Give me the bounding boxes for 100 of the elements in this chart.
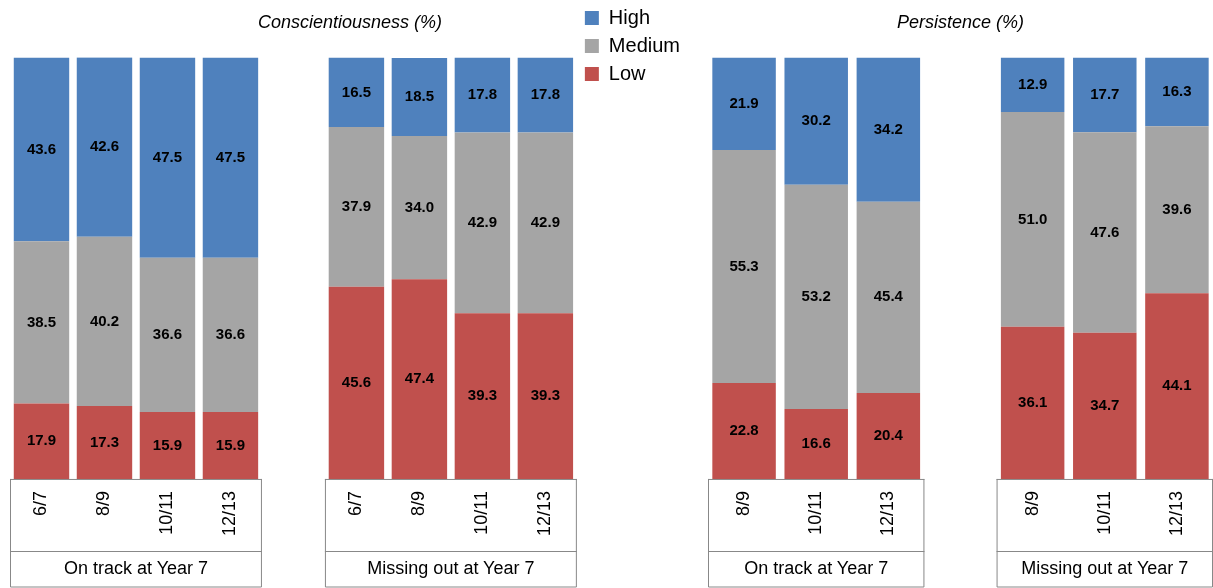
data-label: 36.6	[215, 324, 246, 342]
x-tick-label: 10/11	[805, 490, 826, 535]
bar	[517, 57, 574, 133]
data-label: 47.5	[152, 147, 183, 165]
bar	[1073, 132, 1137, 333]
data-label: 53.2	[801, 287, 831, 305]
data-label: 38.5	[26, 312, 57, 330]
text: Missing out at Year 7	[1021, 557, 1189, 578]
data-label: 22.8	[729, 421, 759, 439]
x-tick-label: 8/9	[733, 490, 754, 516]
data-label: 17.8	[530, 85, 560, 103]
x-tick-label: 12/13	[1165, 490, 1186, 536]
bar	[856, 201, 921, 393]
legend-label: High	[608, 5, 651, 28]
data-label: 34.2	[873, 119, 903, 137]
data-label: 42.9	[530, 213, 560, 231]
bar	[202, 411, 259, 479]
data-label: 40.2	[89, 311, 120, 329]
chart-title: Conscientiousness (%)	[257, 11, 443, 32]
bar	[784, 184, 848, 410]
data-label: 47.6	[1090, 222, 1120, 240]
bar	[856, 57, 921, 202]
data-label: 18.5	[404, 87, 435, 105]
data-label: 30.2	[801, 111, 831, 129]
data-label: 17.7	[1090, 85, 1120, 103]
bar	[856, 393, 921, 479]
bar	[328, 127, 385, 287]
data-label: 39.6	[1162, 199, 1192, 217]
data-label: 42.6	[89, 137, 120, 155]
bar	[712, 382, 776, 479]
bar	[1145, 293, 1209, 479]
x-tick-label: 12/13	[877, 490, 898, 536]
bar	[202, 257, 259, 412]
data-label: 15.9	[215, 435, 246, 453]
data-label: 43.6	[26, 139, 57, 157]
data-label: 47.4	[404, 369, 435, 387]
text: Missing out at Year 7	[367, 557, 535, 578]
data-label: 16.6	[801, 434, 831, 452]
bar	[1145, 126, 1209, 294]
bar	[1073, 57, 1137, 133]
data-label: 17.8	[467, 85, 497, 103]
bar	[712, 149, 776, 383]
data-label: 45.4	[873, 287, 904, 305]
bar	[139, 57, 196, 258]
data-label: 37.9	[341, 197, 372, 215]
bar	[139, 257, 196, 412]
data-label: 36.6	[152, 324, 183, 342]
bar	[202, 57, 259, 258]
data-label: 15.9	[152, 435, 183, 453]
bar	[391, 58, 448, 136]
bar	[1000, 57, 1065, 112]
data-label: 17.9	[26, 431, 57, 449]
data-label: 51.0	[1018, 209, 1048, 227]
bar	[784, 409, 848, 479]
x-tick-label: 8/9	[93, 490, 114, 516]
data-label: 16.5	[341, 82, 372, 100]
chart-title: Persistence (%)	[896, 11, 1025, 32]
text: On track at Year 7	[744, 557, 889, 578]
data-label: 47.5	[215, 147, 246, 165]
bar	[1073, 332, 1137, 479]
data-label: 55.3	[729, 256, 759, 274]
bar	[1000, 111, 1065, 327]
data-label: 45.6	[341, 373, 372, 391]
x-tick-label: 12/13	[534, 490, 555, 536]
x-tick-label: 8/9	[1021, 490, 1042, 516]
data-label: 44.1	[1162, 376, 1192, 394]
data-label: 34.0	[404, 197, 435, 215]
data-label: 36.1	[1018, 393, 1048, 411]
x-tick-label: 10/11	[156, 490, 177, 535]
x-tick-label: 6/7	[30, 490, 51, 516]
bar	[328, 286, 385, 479]
bar	[1000, 326, 1065, 479]
legend-label: Low	[608, 61, 647, 84]
bar	[139, 411, 196, 479]
bar	[13, 403, 70, 479]
data-label: 17.3	[89, 432, 120, 450]
text: On track at Year 7	[63, 557, 209, 578]
bar	[1145, 57, 1209, 127]
data-label: 42.9	[467, 213, 497, 231]
bar	[784, 57, 848, 185]
data-label: 16.3	[1162, 82, 1192, 100]
data-label: 34.7	[1090, 395, 1120, 413]
data-label: 21.9	[729, 93, 759, 111]
x-tick-label: 10/11	[1093, 490, 1114, 535]
bar	[76, 406, 133, 479]
bar	[13, 241, 70, 404]
data-label: 20.4	[873, 426, 904, 444]
bar	[391, 135, 448, 280]
data-label: 12.9	[1018, 74, 1048, 92]
bar	[517, 313, 574, 479]
bar	[391, 279, 448, 479]
bar	[454, 57, 511, 133]
bar	[76, 57, 133, 237]
x-tick-label: 6/7	[345, 490, 366, 516]
bar	[517, 132, 574, 314]
bar	[76, 236, 133, 407]
bar	[712, 57, 776, 150]
bar	[454, 132, 511, 314]
x-tick-label: 12/13	[219, 490, 240, 536]
legend-label: Medium	[608, 33, 681, 56]
